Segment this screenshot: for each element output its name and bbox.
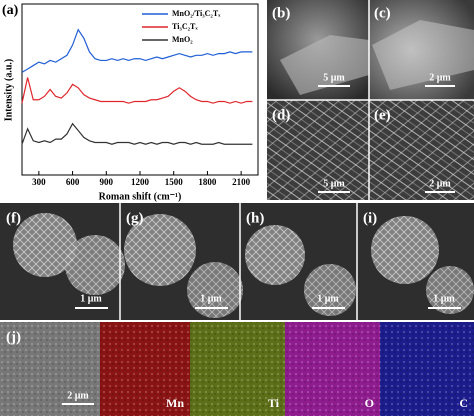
x-tick-label: 300 bbox=[32, 177, 46, 187]
scale-label: 5 μm bbox=[323, 72, 345, 83]
y-axis-label: Intensity (a.u.) bbox=[3, 59, 14, 122]
legend-label: Ti₃C₂Tₓ bbox=[172, 22, 198, 31]
sem-flower bbox=[245, 225, 305, 285]
panel-label: (j) bbox=[6, 329, 21, 345]
panel-label: (i) bbox=[363, 210, 377, 226]
map-texture bbox=[100, 322, 474, 416]
sem-flower bbox=[124, 214, 196, 286]
sem-texture bbox=[267, 100, 369, 200]
sem-texture bbox=[369, 100, 474, 200]
series-line bbox=[21, 28, 253, 73]
x-tick-label: 1800 bbox=[198, 177, 217, 187]
scale-label: 5 μm bbox=[323, 178, 345, 189]
plot-frame bbox=[21, 3, 259, 176]
sem-flower bbox=[13, 213, 77, 277]
scale-label: 1 μm bbox=[433, 293, 455, 304]
map-label: Mn bbox=[166, 396, 184, 410]
legend-label: MnO₂ bbox=[172, 35, 193, 44]
scale-label: 2 μm bbox=[67, 390, 89, 401]
x-tick-label: 600 bbox=[66, 177, 80, 187]
sem-flower bbox=[304, 264, 356, 316]
panel-label: (h) bbox=[246, 210, 264, 226]
panel-label: (a) bbox=[2, 3, 19, 18]
x-tick-label: 1200 bbox=[131, 177, 150, 187]
map-label: O bbox=[365, 396, 374, 410]
panel-label: (e) bbox=[374, 107, 391, 123]
series-line bbox=[21, 77, 253, 104]
scale-label: 2 μm bbox=[429, 178, 451, 189]
sem-flower bbox=[187, 262, 243, 318]
scale-label: 1 μm bbox=[200, 293, 222, 304]
sem-texture bbox=[0, 322, 100, 416]
sem-flower bbox=[65, 235, 125, 295]
x-axis-label: Roman shift (cm⁻¹) bbox=[99, 191, 182, 202]
panel-label: (b) bbox=[272, 5, 290, 21]
x-tick-label: 900 bbox=[100, 177, 114, 187]
sem-feature bbox=[372, 20, 474, 90]
x-tick-label: 1500 bbox=[165, 177, 184, 187]
panel-annotations: (b) 5 μm (c) 2 μm (d) 5 μm (e) 2 μm (f) … bbox=[6, 5, 468, 409]
panel-label: (g) bbox=[126, 210, 144, 226]
sem-panels-top bbox=[267, 0, 474, 200]
sem-panels-mid bbox=[0, 203, 474, 320]
series-line bbox=[21, 122, 253, 145]
scale-label: 2 μm bbox=[429, 72, 451, 83]
eds-maps bbox=[0, 322, 474, 416]
map-label: C bbox=[459, 396, 468, 410]
raman-chart: (a) Roman shift (cm⁻¹) Intensity (a.u.) … bbox=[2, 3, 259, 202]
scale-label: 1 μm bbox=[80, 293, 102, 304]
x-tick-label: 2100 bbox=[232, 177, 251, 187]
panel-label: (f) bbox=[6, 210, 21, 226]
sem-feature bbox=[280, 35, 369, 95]
panel-label: (d) bbox=[272, 107, 290, 123]
sem-flower bbox=[371, 216, 439, 284]
scale-label: 1 μm bbox=[317, 293, 339, 304]
map-label: Ti bbox=[268, 396, 280, 410]
sem-flower bbox=[426, 266, 474, 314]
panel-label: (c) bbox=[374, 5, 391, 21]
legend-label: MnO₂/Ti₃C₂Tₓ bbox=[172, 9, 221, 18]
